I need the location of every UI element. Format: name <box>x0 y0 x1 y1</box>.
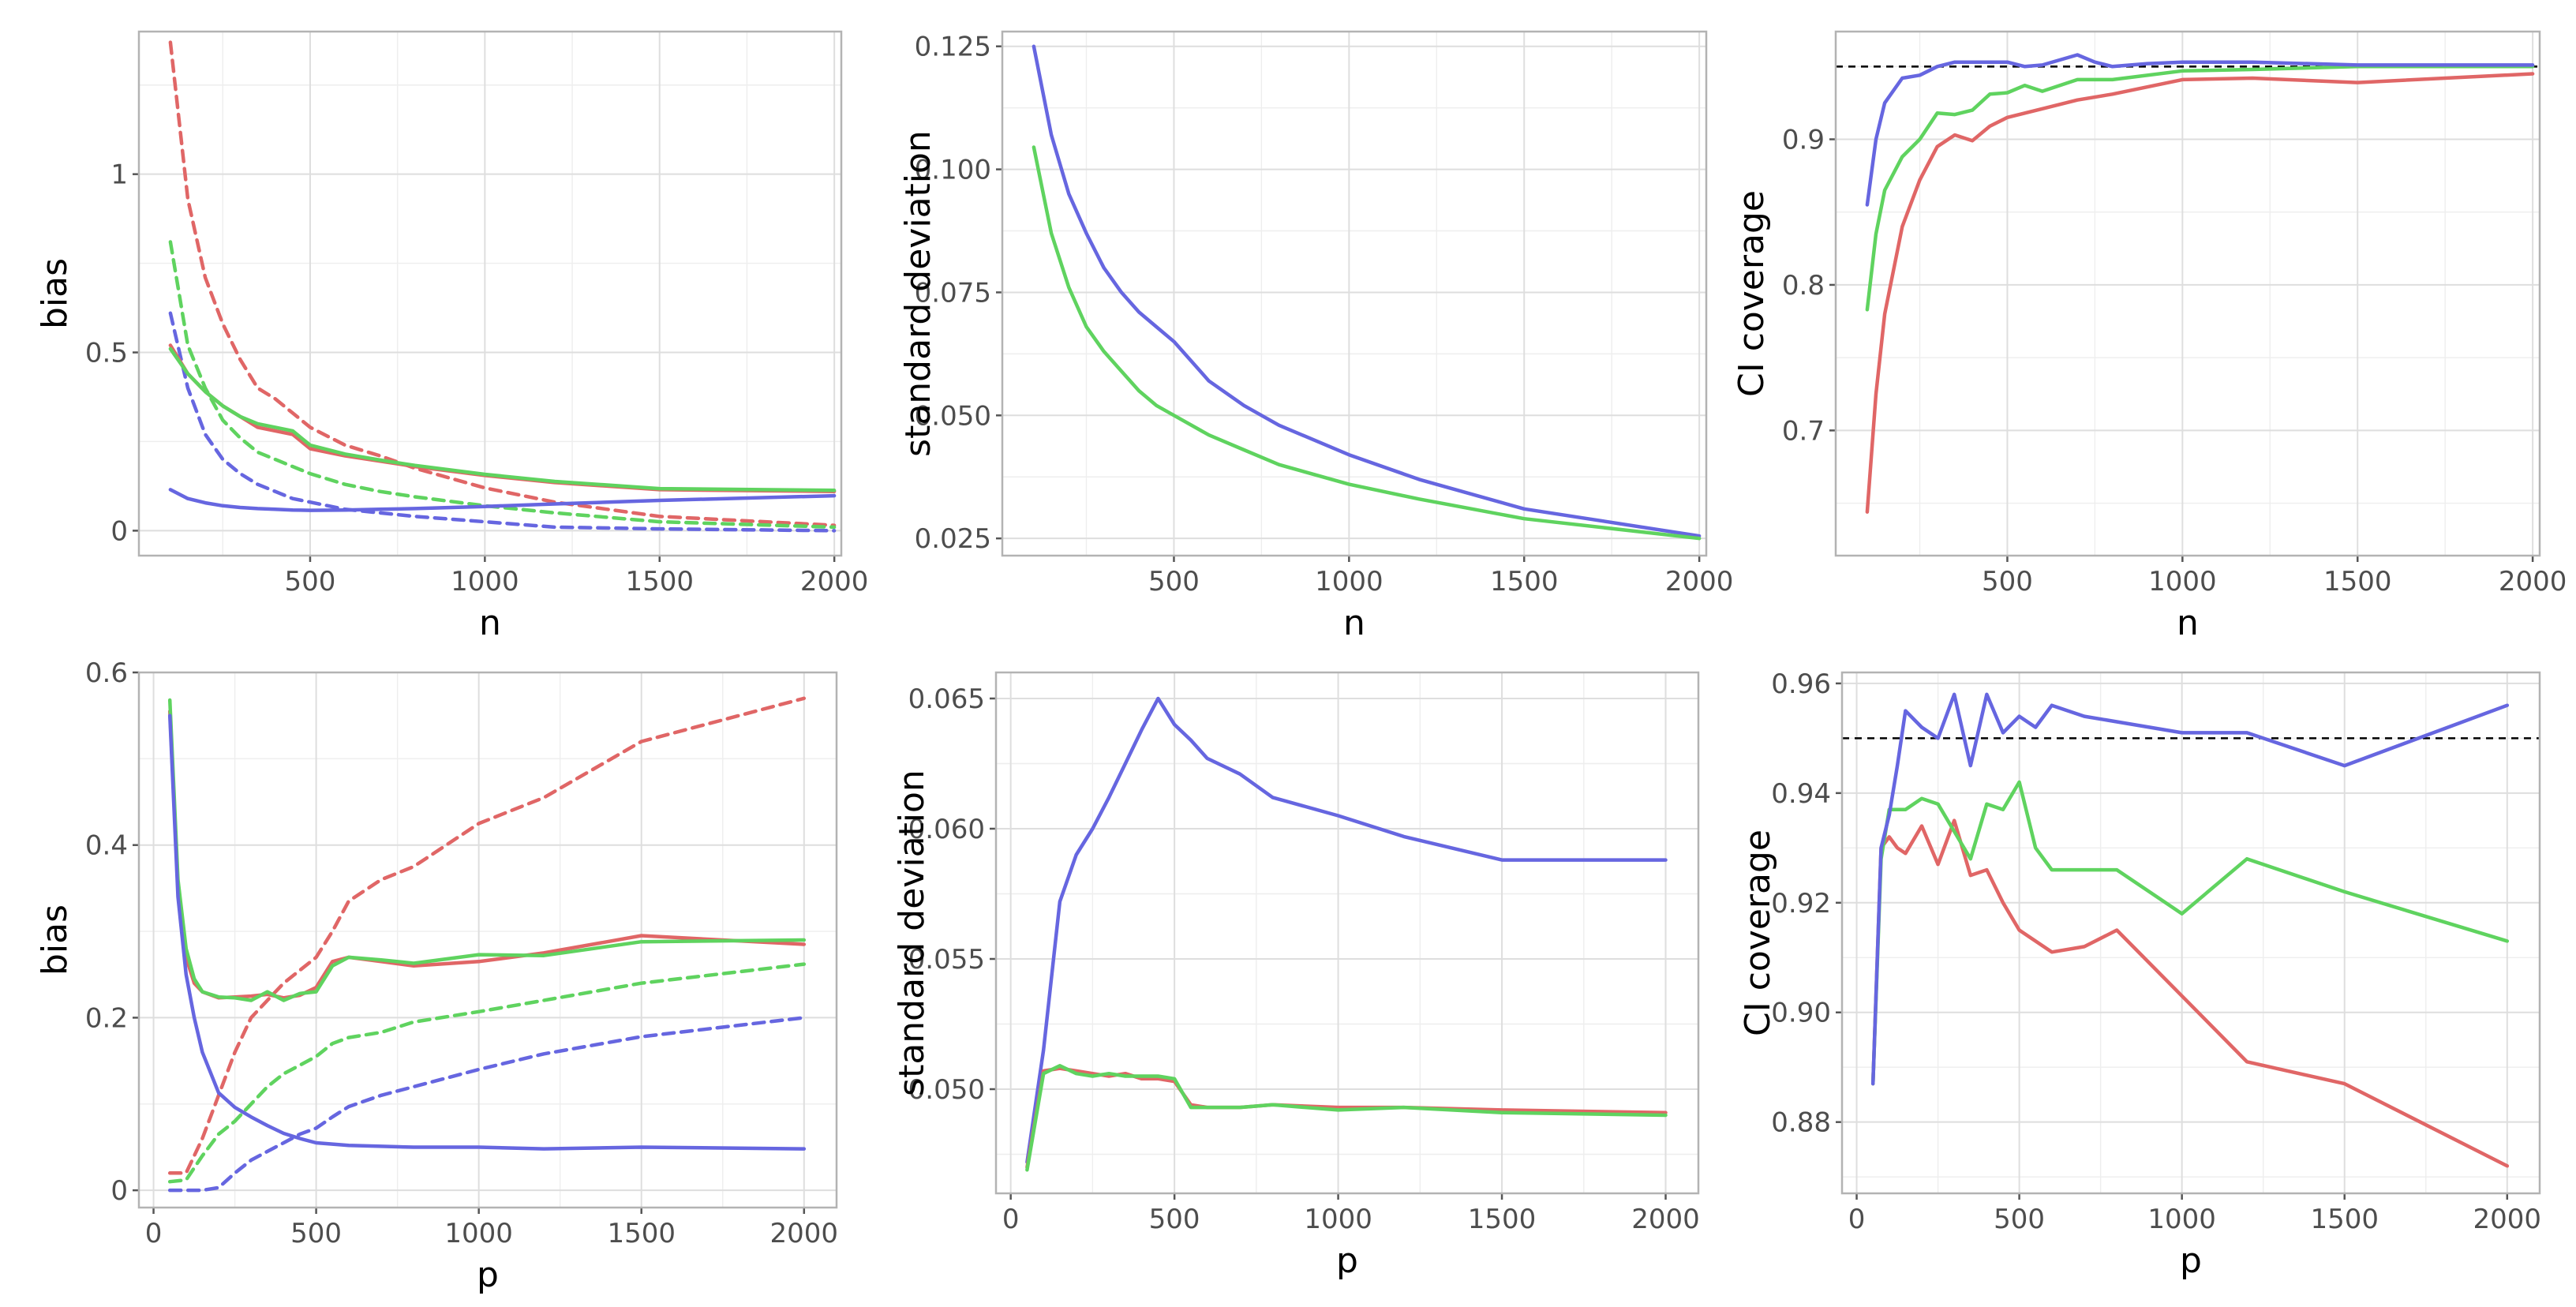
series-line-green-solid <box>1865 65 2535 312</box>
chart-bias-vs-p: 0 500 1000 1500 2000 0 0.2 0.4 0.6 p bias <box>35 657 838 1295</box>
series-line-green-dashed <box>168 240 837 530</box>
y-tick-label: 0.055 <box>908 944 985 976</box>
x-tick-label: 1000 <box>1315 566 1383 597</box>
y-tick-label: 0.4 <box>85 830 128 862</box>
chart-bias-vs-n: 500 1000 1500 2000 0 0.5 1 n bias <box>35 30 869 643</box>
x-tick-label: 500 <box>285 566 336 597</box>
series-line-red-solid <box>1865 72 2535 514</box>
x-tick-label: 1500 <box>2323 566 2392 597</box>
y-tick-label: 1 <box>110 159 128 191</box>
x-tick-label: 1000 <box>451 566 519 597</box>
series-line-green-solid <box>1025 1064 1668 1172</box>
x-tick-label: 2000 <box>2499 566 2567 597</box>
x-tick-label: 0 <box>1848 1204 1866 1235</box>
x-tick-label: 500 <box>290 1218 342 1249</box>
y-tick-label: 0.90 <box>1771 998 1831 1029</box>
panel-border <box>994 671 1700 1195</box>
series-line-green-solid <box>167 698 807 1002</box>
y-tick-label: 0.9 <box>1782 124 1825 155</box>
chart-coverage-vs-p: 0 500 1000 1500 2000 0.88 0.90 0.92 0.94 0.96 p C… <box>1738 668 2541 1281</box>
x-tick-label: 1500 <box>1468 1204 1537 1235</box>
y-axis-title: CI coverage <box>1732 190 1772 397</box>
x-tick-label: 2000 <box>2473 1204 2542 1235</box>
y-tick-label: 0 <box>110 1175 128 1207</box>
y-tick-label: 0.96 <box>1771 668 1831 700</box>
series-line-green-dashed <box>167 962 807 1184</box>
series-line-green-solid <box>1870 780 2510 1086</box>
series-line-blue-solid <box>1870 692 2510 1086</box>
series-line-blue-solid <box>1032 44 1702 538</box>
series-line-blue-solid <box>168 488 837 512</box>
y-tick-label: 0 <box>110 515 128 547</box>
x-axis-title: n <box>479 603 501 643</box>
y-tick-label: 0.025 <box>915 523 991 555</box>
x-tick-label: 1000 <box>1304 1204 1372 1235</box>
x-tick-label: 1000 <box>444 1218 513 1249</box>
series-line-red-dashed <box>168 40 837 527</box>
chart-sd-vs-n: 500 1000 1500 2000 0.025 0.050 0.075 0.100 0.125… <box>898 30 1734 643</box>
y-tick-label: 0.100 <box>915 155 991 186</box>
y-tick-label: 0.6 <box>85 657 128 689</box>
y-axis-title: CI coverage <box>1738 830 1778 1036</box>
x-tick-label: 500 <box>1982 566 2033 597</box>
chart-coverage-vs-n: 500 1000 1500 2000 0.7 0.8 0.9 n CI coverage <box>1732 30 2567 643</box>
y-tick-label: 0.7 <box>1782 415 1825 447</box>
panel-border <box>1834 30 2541 557</box>
x-tick-label: 500 <box>1149 1204 1200 1235</box>
y-tick-label: 0.88 <box>1771 1107 1831 1139</box>
y-axis-title: standard deviation <box>892 770 932 1096</box>
y-tick-label: 0.125 <box>915 32 991 63</box>
x-tick-label: 0 <box>145 1218 163 1249</box>
x-tick-label: 1500 <box>625 566 694 597</box>
series-line-blue-solid <box>1865 53 2535 207</box>
y-axis-title: bias <box>35 904 75 976</box>
x-tick-label: 1500 <box>607 1218 676 1249</box>
series-line-green-solid <box>1032 145 1702 541</box>
x-tick-label: 0 <box>1002 1204 1020 1235</box>
y-axis-title: bias <box>35 258 75 329</box>
y-tick-label: 0.2 <box>85 1002 128 1034</box>
series-line-red-solid <box>1870 818 2510 1168</box>
x-axis-title: p <box>477 1255 499 1295</box>
y-tick-label: 0.92 <box>1771 888 1831 919</box>
series-line-blue-dashed <box>167 1016 807 1193</box>
y-tick-label: 0.065 <box>908 683 985 715</box>
x-tick-label: 1000 <box>2148 566 2217 597</box>
series-line-blue-solid <box>1025 696 1668 1164</box>
x-tick-label: 2000 <box>1631 1204 1700 1235</box>
panel-border <box>137 671 838 1209</box>
series-line-blue-solid <box>167 713 807 1151</box>
x-tick-label: 2000 <box>800 566 869 597</box>
y-tick-label: 0.050 <box>908 1074 985 1106</box>
x-tick-label: 2000 <box>770 1218 839 1249</box>
panel-border <box>1001 30 1708 557</box>
x-tick-label: 500 <box>1148 566 1200 597</box>
panel-border <box>137 30 843 557</box>
x-axis-title: n <box>2177 603 2199 643</box>
x-tick-label: 1000 <box>2147 1204 2216 1235</box>
y-tick-label: 0.5 <box>85 338 128 369</box>
y-tick-label: 0.050 <box>915 400 991 432</box>
panel-border <box>1840 671 2541 1195</box>
x-tick-label: 2000 <box>1665 566 1734 597</box>
y-tick-label: 0.060 <box>908 814 985 845</box>
series-line-green-solid <box>168 346 837 492</box>
series-line-red-dashed <box>167 696 807 1175</box>
y-axis-title: standard deviation <box>898 130 938 457</box>
x-tick-label: 1500 <box>2310 1204 2379 1235</box>
x-tick-label: 1500 <box>1490 566 1559 597</box>
x-axis-title: p <box>2180 1241 2202 1281</box>
x-axis-title: p <box>1336 1241 1358 1281</box>
y-tick-label: 0.8 <box>1782 270 1825 301</box>
y-tick-label: 0.075 <box>915 277 991 309</box>
x-axis-title: n <box>1343 603 1365 643</box>
y-tick-label: 0.94 <box>1771 778 1831 810</box>
x-tick-label: 500 <box>1994 1204 2045 1235</box>
chart-sd-vs-p: 0 500 1000 1500 2000 0.050 0.055 0.060 0.065 p s… <box>892 671 1700 1281</box>
series-line-blue-dashed <box>168 311 837 533</box>
